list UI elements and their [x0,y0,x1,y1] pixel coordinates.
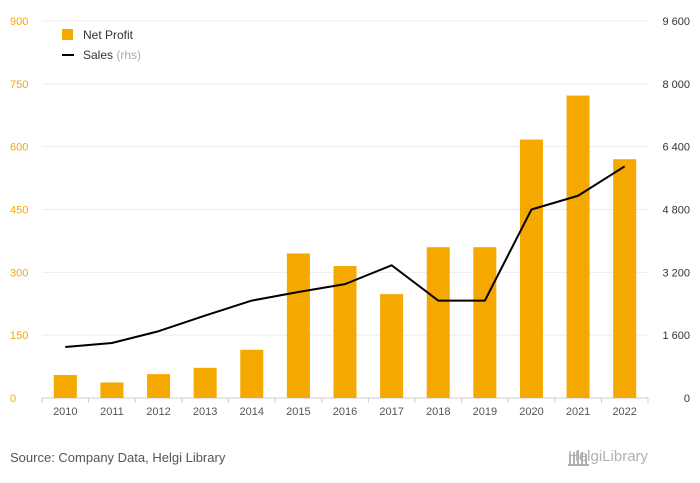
legend-label-net-profit: Net Profit [83,28,134,42]
x-tick-label: 2018 [426,406,450,418]
x-tick-label: 2019 [473,406,497,418]
legend-label-sales: Sales (rhs) [83,48,141,62]
library-building-icon [568,450,589,466]
helgi-library-logo: HelgiLibrary [568,448,649,466]
bar-net-profit [333,266,357,398]
x-tick-label: 2017 [379,406,403,418]
bar-net-profit [426,247,450,398]
y-left-tick-label: 900 [10,16,28,28]
bar-net-profit [473,247,497,398]
logo-text: HelgiLibrary [568,448,649,465]
source-note: Source: Company Data, Helgi Library [10,450,226,465]
bar-net-profit [240,349,264,398]
legend-swatch-net-profit [62,29,73,40]
x-tick-label: 2020 [519,406,543,418]
bar-net-profit [286,253,310,398]
line-sales [65,165,626,348]
y-left-tick-label: 150 [10,330,28,342]
y-right-tick-label: 8 000 [662,79,690,91]
x-tick-label: 2014 [240,406,264,418]
bar-net-profit [380,294,404,398]
bar-net-profit [147,374,171,398]
bar-net-profit [100,382,124,398]
y-left-tick-label: 450 [10,205,28,217]
x-tick-label: 2022 [612,406,636,418]
y-right-tick-label: 6 400 [662,142,690,154]
legend-label-sales-axis-note: (rhs) [116,48,141,62]
x-tick-label: 2021 [566,406,590,418]
x-tick-label: 2013 [193,406,217,418]
x-tick-label: 2012 [146,406,170,418]
x-tick-label: 2016 [333,406,357,418]
bar-net-profit [193,367,217,398]
y-left-tick-label: 600 [10,142,28,154]
x-tick-label: 2015 [286,406,310,418]
x-tick-label: 2011 [100,406,124,418]
y-left-tick-label: 750 [10,79,28,91]
y-right-tick-label: 4 800 [662,205,690,217]
y-right-tick-label: 3 200 [662,267,690,279]
y-right-tick-label: 0 [684,393,690,405]
bar-net-profit [53,374,77,398]
bar-net-profit [519,139,543,398]
y-left-tick-label: 300 [10,267,28,279]
y-left-tick-label: 0 [10,393,16,405]
y-right-tick-label: 1 600 [662,330,690,342]
bar-net-profit [613,159,637,398]
x-tick-label: 2010 [53,406,77,418]
y-right-tick-label: 9 600 [662,16,690,28]
bar-net-profit [566,95,590,398]
